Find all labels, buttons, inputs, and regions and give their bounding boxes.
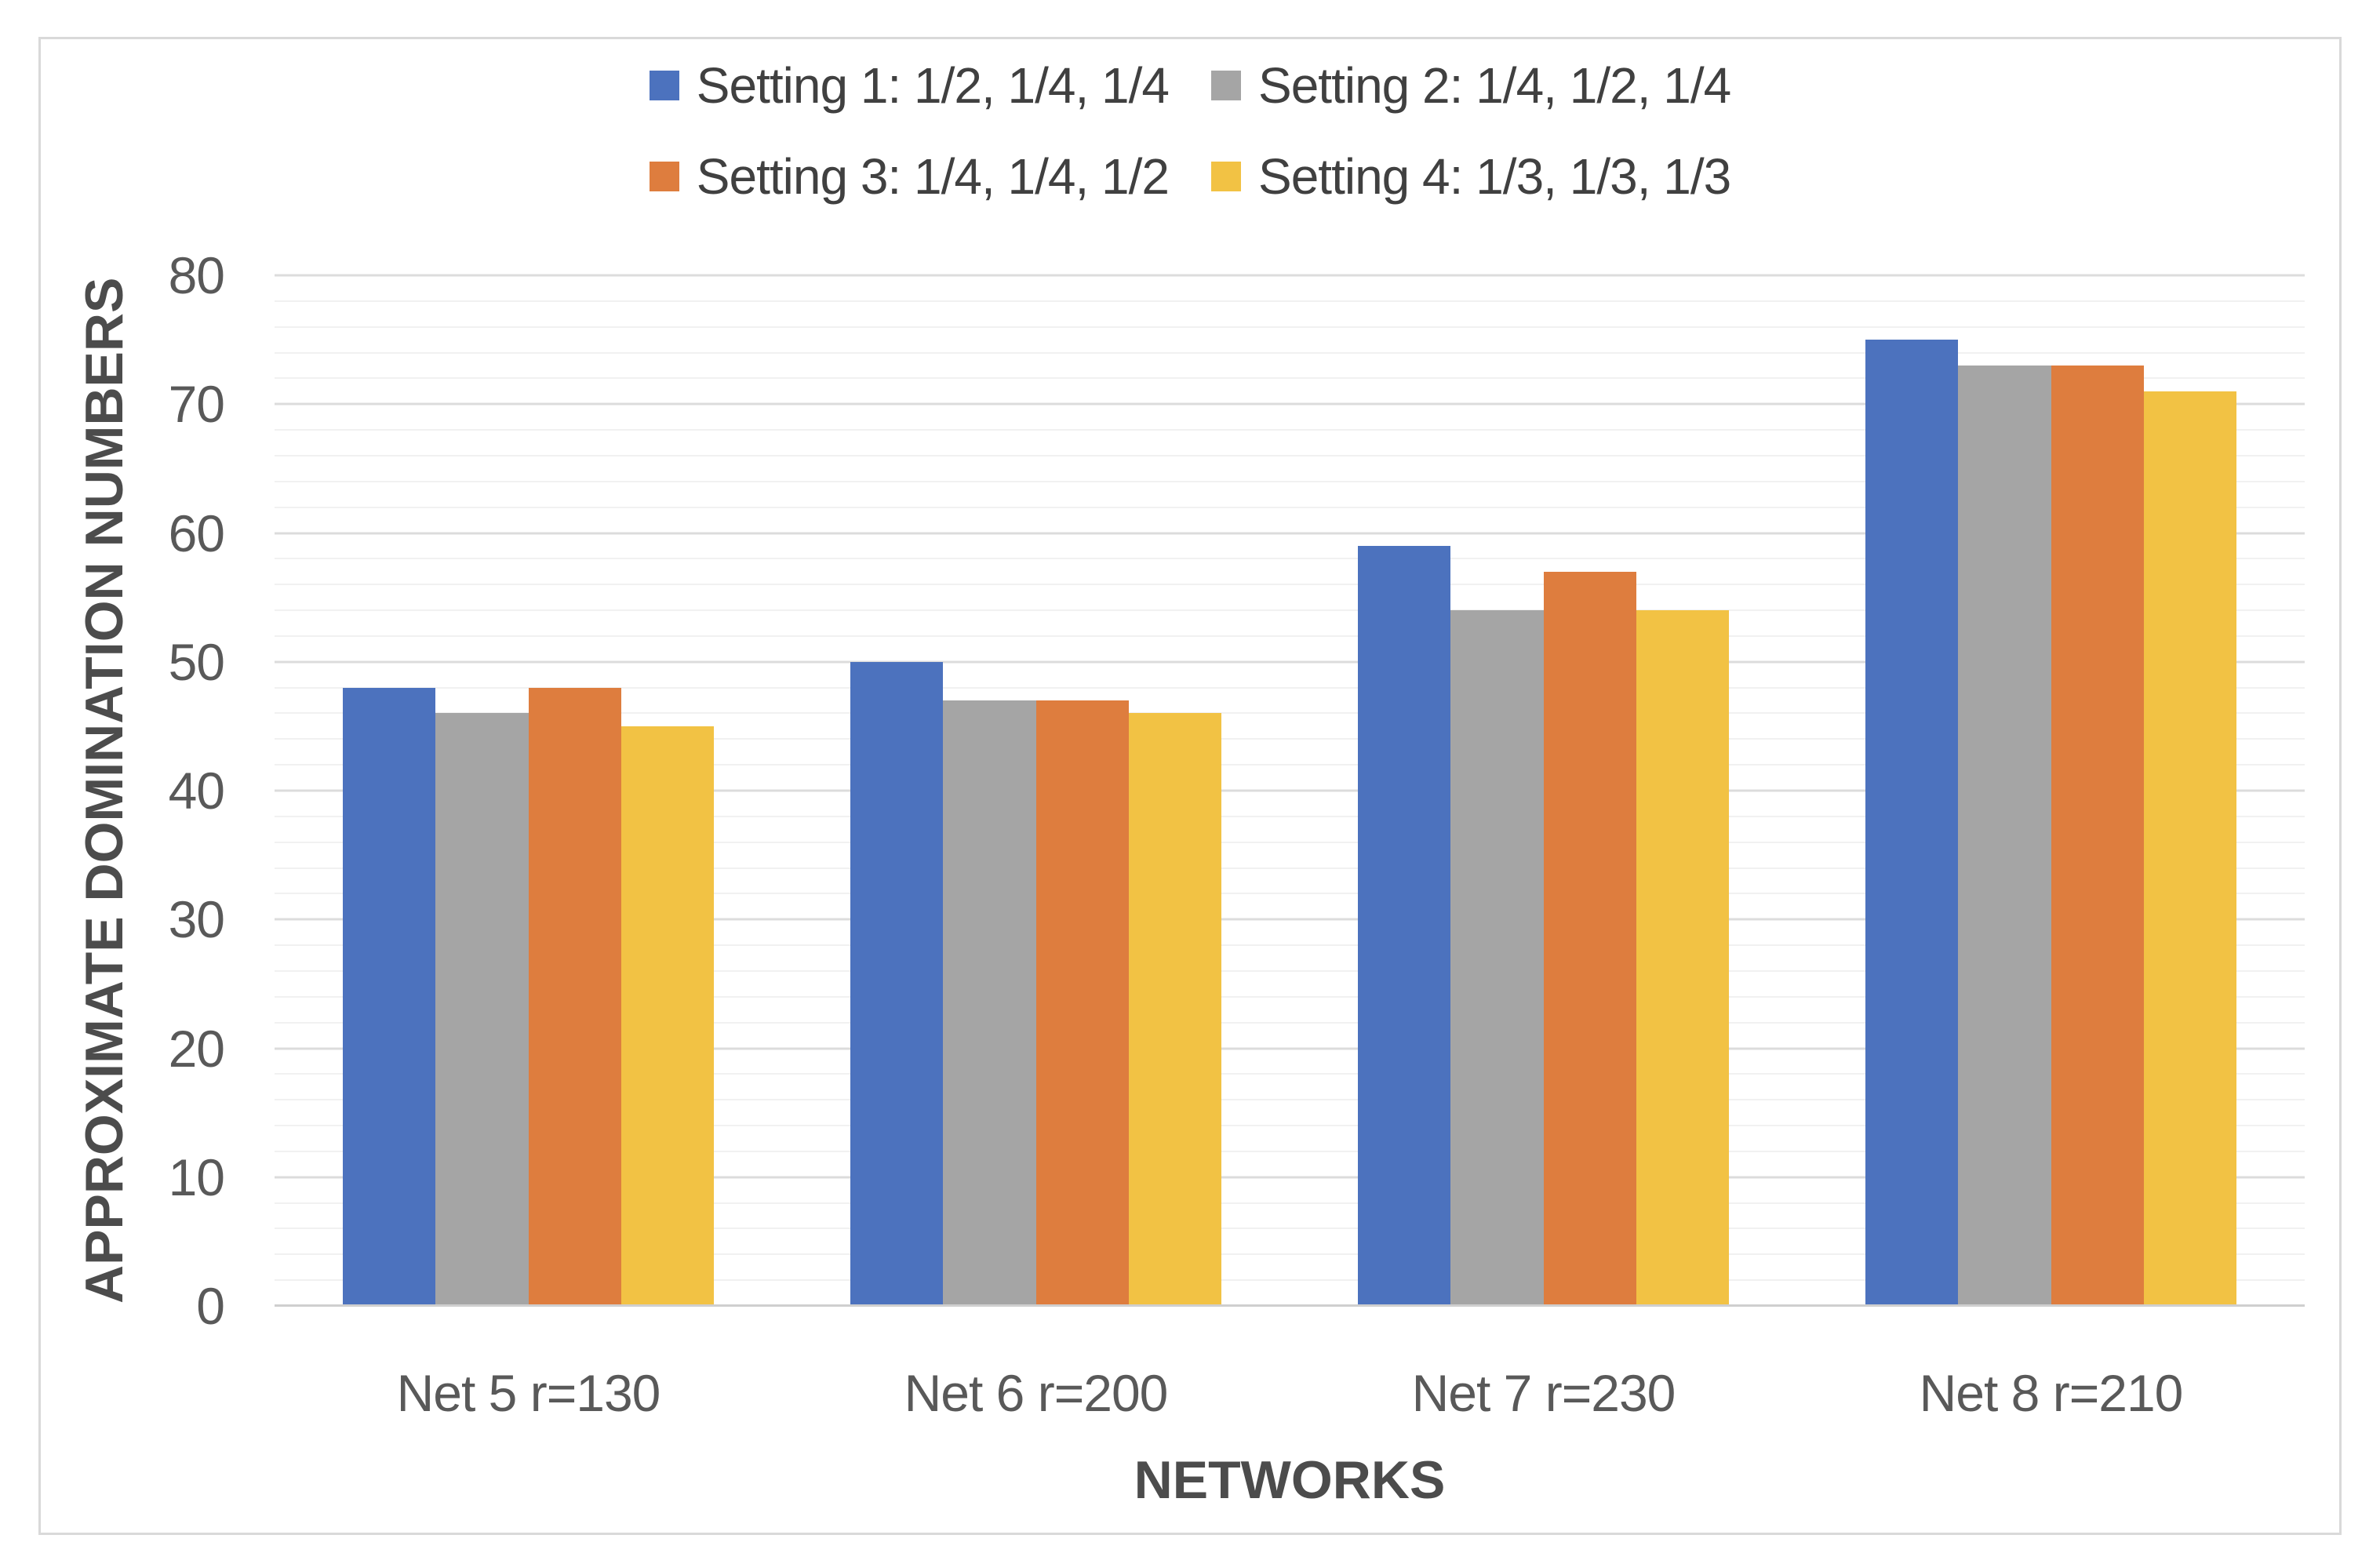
legend-item: Setting 3: 1/4, 1/4, 1/2 (649, 147, 1170, 206)
legend-row: Setting 3: 1/4, 1/4, 1/2 Setting 4: 1/3, … (649, 147, 1731, 206)
bar (1958, 365, 2051, 1306)
minor-gridline (275, 1073, 2305, 1075)
minor-gridline (275, 480, 2305, 482)
major-gridline (275, 789, 2305, 792)
bar-group (1797, 275, 2305, 1306)
bar (1035, 700, 1129, 1306)
bar-layer (275, 275, 2305, 1306)
minor-gridline (275, 893, 2305, 895)
legend-label: Setting 3: 1/4, 1/4, 1/2 (696, 148, 1170, 205)
y-tick-label: 10 (168, 1148, 225, 1206)
major-gridline (275, 918, 2305, 921)
y-tick-label: 70 (168, 375, 225, 434)
legend-swatch-icon (1211, 162, 1241, 191)
major-gridline (275, 1047, 2305, 1049)
minor-gridline (275, 1202, 2305, 1204)
minor-gridline (275, 635, 2305, 637)
bar (2143, 391, 2236, 1306)
minor-gridline (275, 815, 2305, 817)
minor-gridline (275, 1228, 2305, 1230)
legend: Setting 1: 1/2, 1/4, 1/4 Setting 2: 1/4, … (0, 56, 2380, 206)
bar (620, 726, 714, 1306)
major-gridline (275, 402, 2305, 406)
minor-gridline (275, 995, 2305, 998)
minor-gridline (275, 326, 2305, 328)
y-tick-label: 60 (168, 504, 225, 562)
y-axis-ticks: 0 10 20 30 40 50 60 70 80 (0, 246, 235, 1335)
minor-gridline (275, 944, 2305, 947)
legend-swatch-icon (649, 162, 679, 191)
legend-swatch-icon (649, 71, 679, 100)
bar (1450, 610, 1544, 1306)
y-tick-label: 40 (168, 762, 225, 820)
x-axis-line (275, 1304, 2305, 1307)
legend-row: Setting 1: 1/2, 1/4, 1/4 Setting 2: 1/4, … (649, 56, 1731, 115)
bar (1543, 571, 1636, 1306)
bar (1358, 545, 1451, 1306)
minor-gridline (275, 1253, 2305, 1256)
minor-gridline (275, 1150, 2305, 1152)
bar (2051, 365, 2144, 1306)
legend-label: Setting 4: 1/3, 1/3, 1/3 (1258, 148, 1731, 205)
minor-gridline (275, 712, 2305, 715)
x-category-label: Net 7 r=230 (1411, 1364, 1676, 1422)
major-gridline (275, 274, 2305, 277)
bar (435, 713, 529, 1306)
legend-item: Setting 2: 1/4, 1/2, 1/4 (1211, 56, 1731, 115)
legend-label: Setting 1: 1/2, 1/4, 1/4 (696, 57, 1170, 114)
minor-gridline (275, 351, 2305, 354)
minor-gridline (275, 1021, 2305, 1024)
bar (1865, 340, 1959, 1306)
minor-gridline (275, 429, 2305, 431)
bar (528, 687, 621, 1306)
minor-gridline (275, 686, 2305, 689)
major-gridline (275, 660, 2305, 664)
y-tick-label: 50 (168, 632, 225, 691)
x-axis-labels: Net 5 r=130 Net 6 r=200 Net 7 r=230 Net 8 r… (275, 1363, 2305, 1426)
legend-item: Setting 4: 1/3, 1/3, 1/3 (1211, 147, 1731, 206)
y-tick-label: 30 (168, 890, 225, 949)
minor-gridline (275, 377, 2305, 380)
legend-label: Setting 2: 1/4, 1/2, 1/4 (1258, 57, 1731, 114)
minor-gridline (275, 558, 2305, 560)
bar-group (275, 275, 782, 1306)
bar-group (1290, 275, 1797, 1306)
minor-gridline (275, 300, 2305, 302)
bar (1636, 610, 1729, 1306)
minor-gridline (275, 584, 2305, 586)
minor-gridline (275, 609, 2305, 612)
x-category-label: Net 5 r=130 (396, 1364, 661, 1422)
x-category-label: Net 6 r=200 (904, 1364, 1169, 1422)
bar-group (782, 275, 1290, 1306)
legend-item: Setting 1: 1/2, 1/4, 1/4 (649, 56, 1170, 115)
minor-gridline (275, 764, 2305, 766)
minor-gridline (275, 506, 2305, 508)
plot-area (275, 274, 2305, 1307)
bar (1128, 713, 1221, 1306)
major-gridline (275, 1176, 2305, 1179)
minor-gridline (275, 867, 2305, 869)
minor-gridline (275, 454, 2305, 456)
minor-gridline (275, 841, 2305, 843)
bar (343, 687, 436, 1306)
x-axis-title: NETWORKS (1134, 1450, 1446, 1510)
minor-gridline (275, 1279, 2305, 1282)
bar (850, 661, 944, 1306)
y-tick-label: 20 (168, 1019, 225, 1078)
x-category-label: Net 8 r=210 (1919, 1364, 2184, 1422)
minor-gridline (275, 738, 2305, 740)
minor-gridline (275, 1099, 2305, 1101)
bar (943, 700, 1036, 1306)
y-tick-label: 0 (196, 1277, 225, 1335)
y-tick-label: 80 (168, 246, 225, 304)
minor-gridline (275, 1125, 2305, 1127)
minor-gridline (275, 969, 2305, 972)
major-gridline (275, 532, 2305, 534)
legend-swatch-icon (1211, 71, 1241, 100)
